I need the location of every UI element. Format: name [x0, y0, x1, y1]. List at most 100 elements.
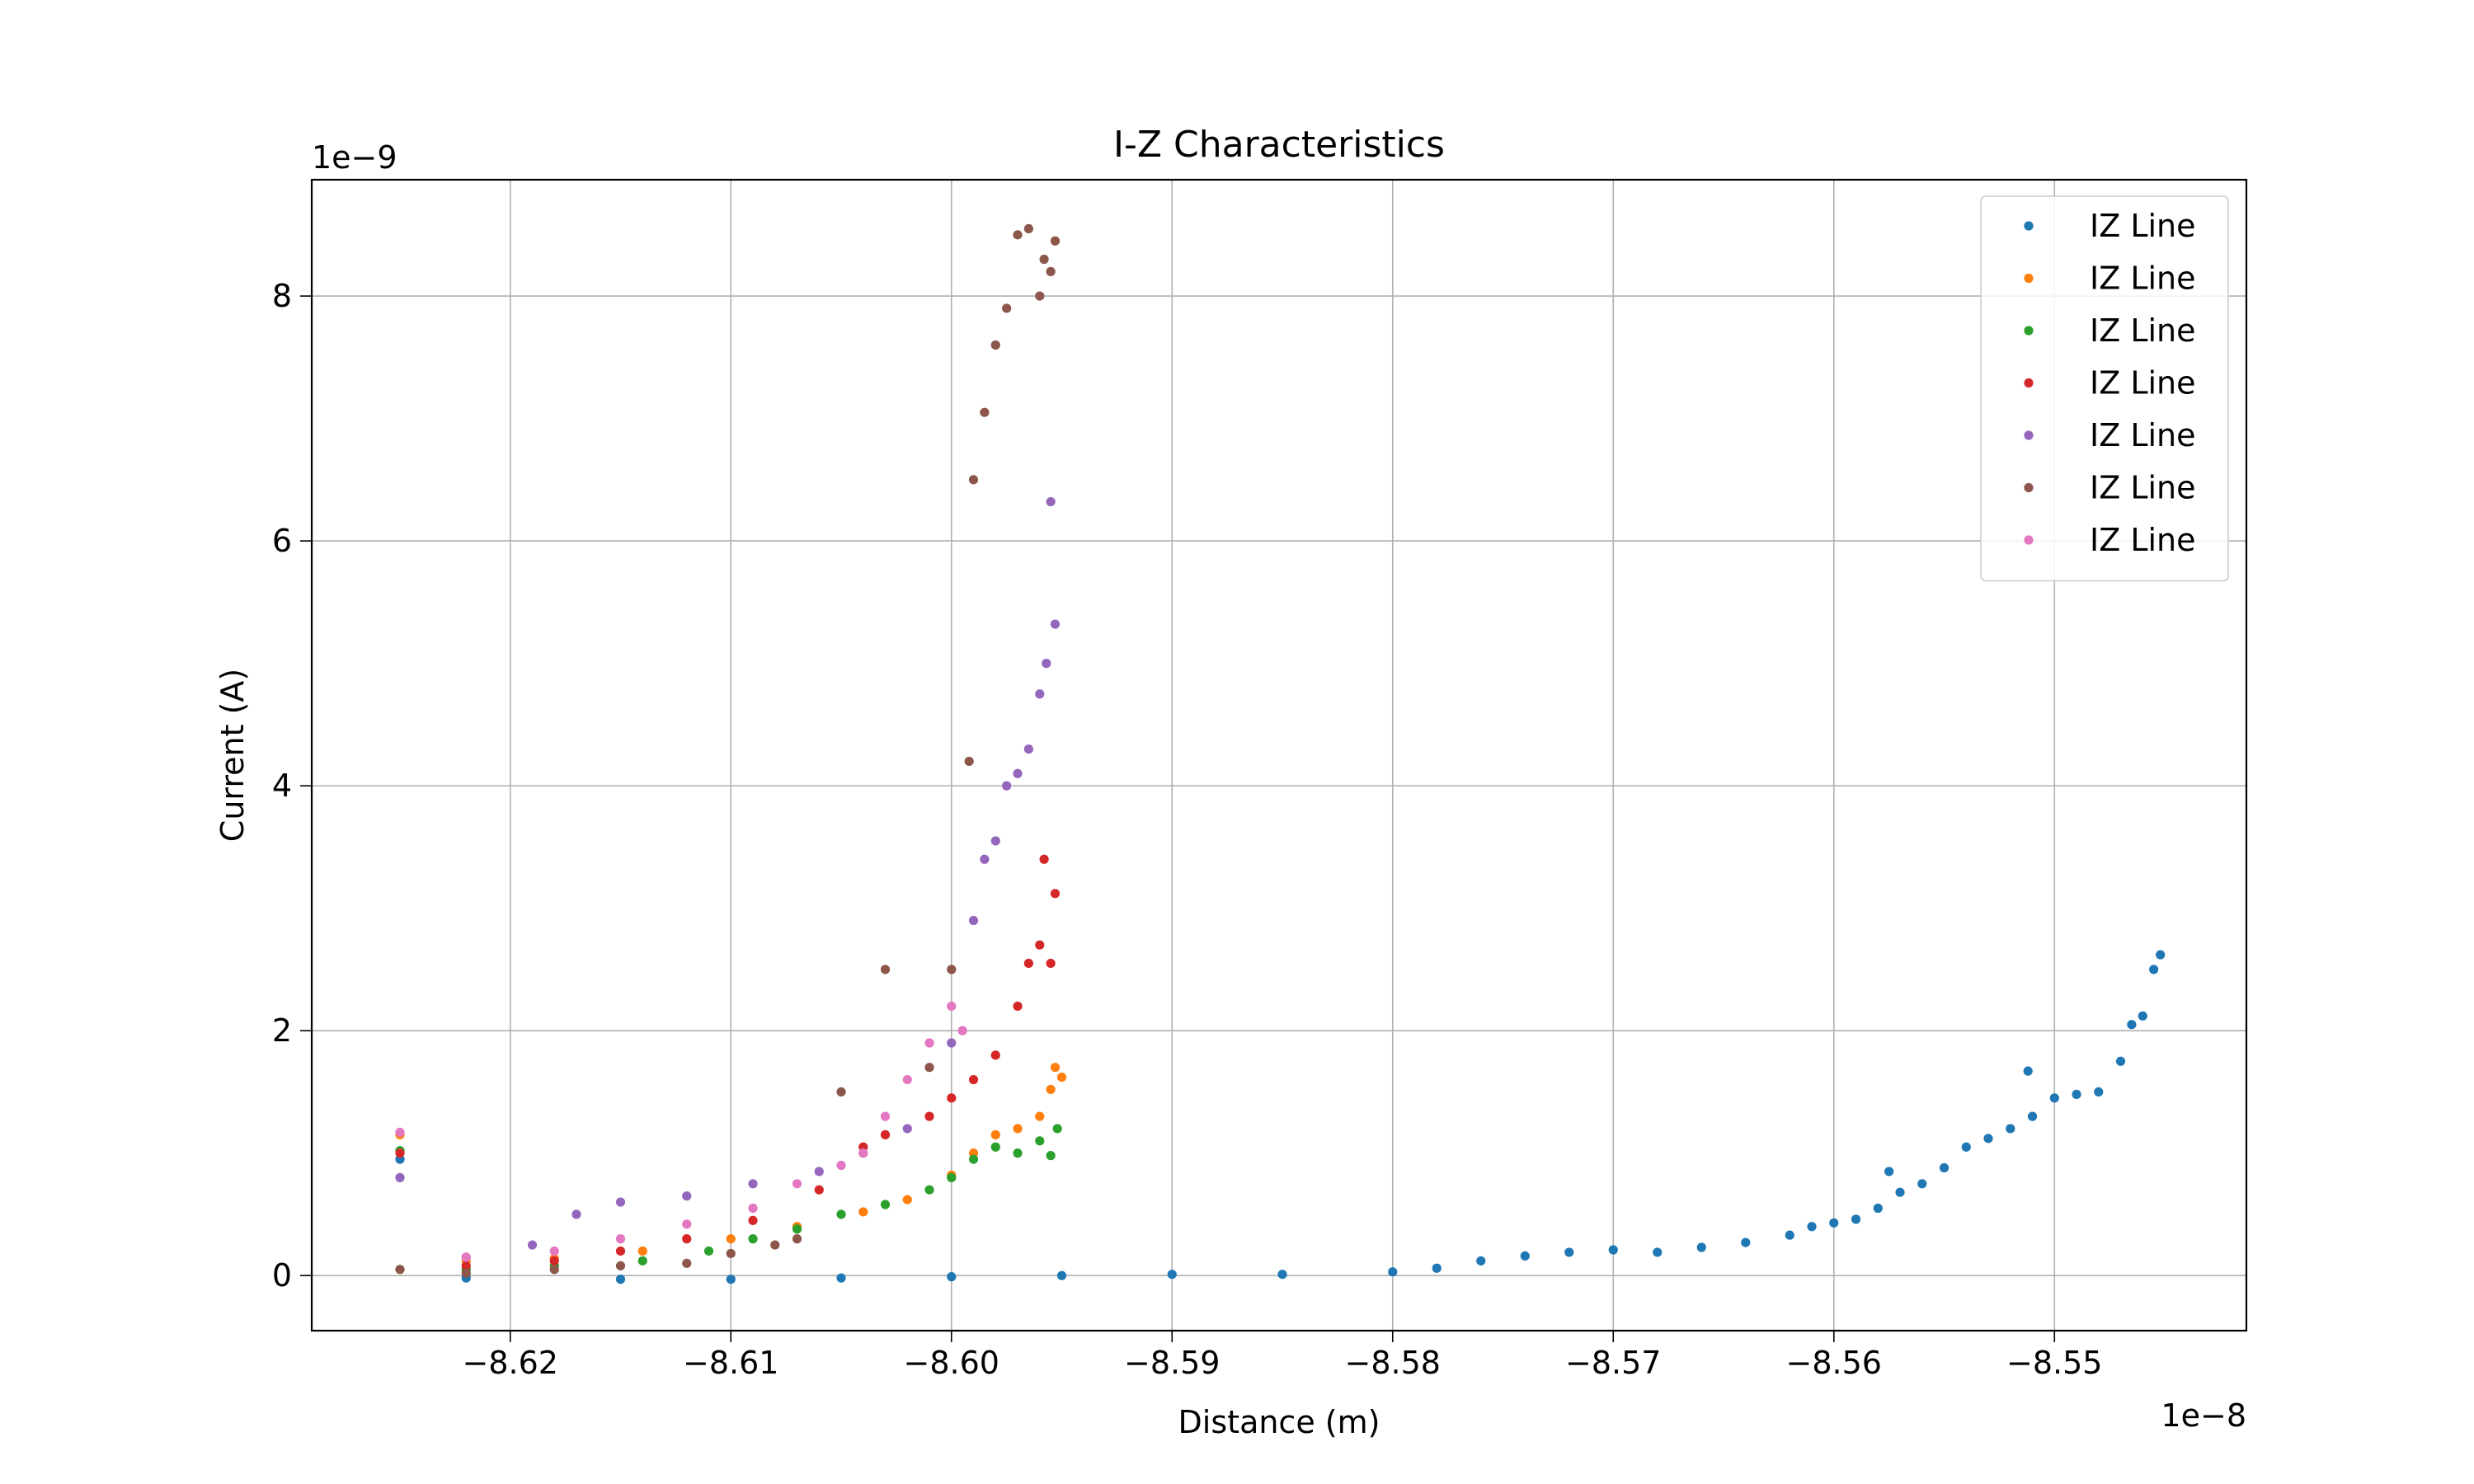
data-point [964, 756, 974, 767]
data-point [615, 1234, 626, 1244]
x-offset-text: 1e−8 [2161, 1397, 2246, 1434]
data-point [1388, 1267, 1398, 1277]
data-point [395, 1127, 405, 1138]
legend-marker [2024, 221, 2034, 231]
data-point [968, 915, 979, 926]
data-point [1056, 1270, 1067, 1280]
data-point [1983, 1134, 1993, 1144]
data-point [615, 1197, 626, 1207]
data-point [2072, 1089, 2081, 1099]
data-point [1013, 768, 1023, 778]
data-point [2023, 1066, 2033, 1076]
data-point [1035, 689, 1045, 699]
data-point [924, 1063, 934, 1073]
data-point [2006, 1124, 2015, 1134]
data-point [1046, 1151, 1056, 1161]
data-point [947, 1093, 957, 1103]
series-6 [395, 223, 1061, 1278]
data-point [703, 1246, 714, 1256]
data-point [1050, 236, 1061, 246]
data-point [615, 1246, 626, 1256]
data-point [1939, 1162, 1950, 1173]
data-point [1050, 1063, 1061, 1073]
legend-marker [2024, 430, 2034, 440]
data-point [1035, 291, 1045, 301]
data-point [1895, 1187, 1905, 1197]
data-point [980, 407, 990, 417]
data-point [748, 1203, 758, 1214]
data-point [748, 1215, 758, 1225]
plot-frame [310, 178, 2248, 1332]
data-point [836, 1273, 846, 1283]
data-point [880, 965, 891, 974]
data-point [748, 1179, 758, 1189]
data-point [792, 1224, 802, 1234]
data-point [880, 1129, 891, 1139]
data-point [924, 1185, 934, 1195]
data-point [461, 1268, 471, 1278]
y-tick-label: 2 [272, 1012, 292, 1049]
data-point [880, 1111, 891, 1121]
data-point [1277, 1270, 1287, 1280]
data-point [814, 1185, 824, 1195]
data-point [1013, 1001, 1023, 1012]
data-point [1046, 496, 1056, 507]
legend-label: IZ Line [2090, 312, 2196, 349]
data-point [880, 1200, 891, 1209]
data-point [947, 1001, 957, 1012]
data-point [836, 1087, 846, 1097]
data-point [2049, 1093, 2059, 1103]
data-point [571, 1209, 581, 1219]
data-point [2127, 1020, 2137, 1030]
data-point [947, 1272, 957, 1282]
data-point [1046, 958, 1056, 969]
x-tick-label: −8.62 [463, 1345, 558, 1381]
data-point [682, 1219, 692, 1229]
legend-marker [2024, 378, 2034, 388]
y-axis-label: Current (A) [214, 669, 251, 842]
series-7 [395, 1001, 967, 1262]
data-point [2149, 965, 2159, 974]
data-point [1873, 1203, 1883, 1214]
data-point [2094, 1087, 2104, 1097]
data-point [726, 1275, 736, 1284]
legend-label: IZ Line [2090, 470, 2196, 506]
legend-marker [2024, 326, 2034, 336]
data-point [615, 1275, 626, 1284]
data-point [968, 1154, 979, 1164]
data-point [947, 1038, 957, 1048]
data-point [902, 1195, 912, 1205]
data-point [1785, 1230, 1794, 1240]
data-point [1741, 1237, 1751, 1247]
data-point [1013, 1124, 1023, 1134]
data-point [1696, 1242, 1706, 1252]
data-point [549, 1265, 559, 1275]
data-point [1884, 1167, 1894, 1176]
series-4 [395, 854, 1061, 1270]
data-point [1039, 254, 1049, 265]
data-point [990, 836, 1000, 846]
data-point [858, 1148, 868, 1158]
data-point [968, 475, 979, 485]
data-point [990, 1142, 1000, 1152]
legend-label: IZ Line [2090, 522, 2196, 558]
series-5 [395, 496, 1061, 1262]
x-tick-label: −8.56 [1786, 1345, 1882, 1381]
data-point [527, 1240, 538, 1250]
data-point [1476, 1256, 1486, 1266]
data-point [814, 1167, 824, 1176]
data-point [947, 965, 957, 974]
data-point [947, 1172, 957, 1182]
data-point [990, 1050, 1000, 1060]
legend-label: IZ Line [2090, 365, 2196, 402]
legend: IZ Line IZ Line IZ Line IZ Line IZ Line IZ Li… [1980, 195, 2229, 582]
data-point [836, 1209, 846, 1219]
legend-label: IZ Line [2090, 417, 2196, 453]
x-axis-label: Distance (m) [1178, 1404, 1380, 1440]
data-point [1002, 781, 1012, 791]
data-point [549, 1246, 559, 1256]
legend-label: IZ Line [2090, 208, 2196, 244]
data-point [968, 1074, 979, 1085]
data-point [395, 1265, 405, 1275]
